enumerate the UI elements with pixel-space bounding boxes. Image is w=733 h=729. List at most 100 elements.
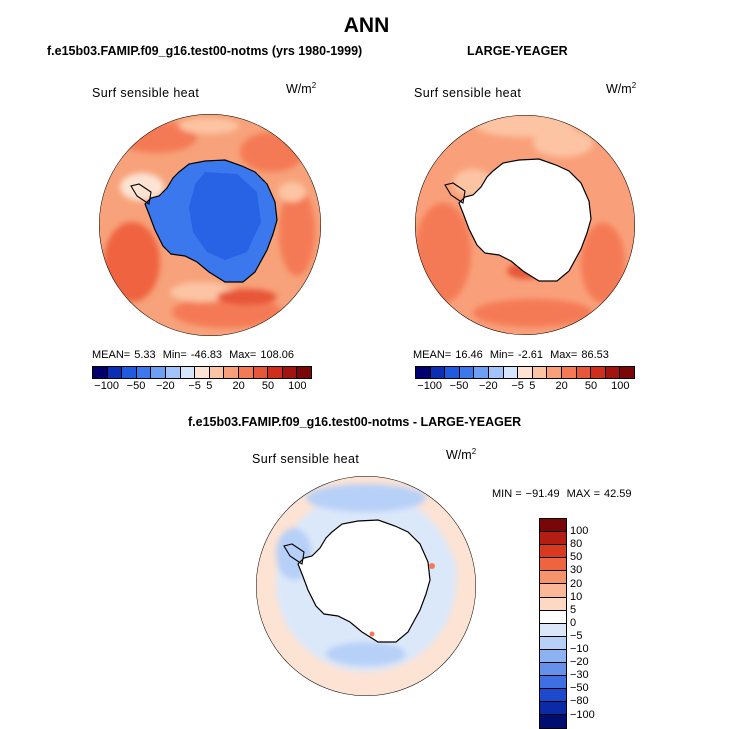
colorbar-swatch: [605, 367, 621, 378]
diff-colorbar-label: 30: [570, 564, 583, 577]
colorbar-swatch: [151, 367, 166, 378]
colorbar-swatch: [224, 367, 239, 378]
colorbar-swatch: [195, 367, 210, 378]
diff-colorbar-swatch: [540, 571, 566, 585]
panel-2-colorbar: −100 −50 −20 −5 5 20 50 100: [415, 366, 635, 393]
diff-colorbar-label: 0: [570, 616, 577, 629]
panel-1-stats: MEAN= 5.33 Min= -46.83 Max= 108.06: [92, 349, 294, 361]
colorbar-tick-label: −100: [94, 380, 120, 392]
colorbar-swatch: [488, 367, 504, 378]
diff-colorbar-swatch: [540, 702, 566, 716]
panel-1-field-label: Surf sensible heat: [92, 86, 200, 100]
diff-min: −91.49: [525, 488, 560, 500]
panel-1-min: -46.83: [190, 349, 223, 361]
diff-colorbar-swatch: [540, 715, 566, 728]
colorbar-swatch: [620, 367, 634, 378]
diff-colorbar-swatch: [540, 689, 566, 703]
diff-colorbar-label: −100: [570, 708, 595, 721]
diff-stats: MIN = −91.49 MAX = 42.59: [492, 488, 632, 500]
diff-colorbar-label: 5: [570, 603, 577, 616]
diff-colorbar-swatch: [540, 649, 566, 664]
diff-peninsula: [283, 543, 305, 565]
colorbar-swatch: [238, 367, 254, 378]
colorbar-swatch: [282, 367, 298, 378]
diff-colorbar-swatch: [540, 584, 566, 598]
panel-2-antarctica: [458, 158, 592, 282]
diff-colorbar-swatch: [540, 610, 566, 624]
colorbar-swatch: [268, 367, 283, 378]
diff-colorbar-swatch: [540, 545, 566, 559]
panel-2-field-label: Surf sensible heat: [414, 86, 522, 100]
colorbar-swatch: [445, 367, 460, 378]
panel-1-max: 108.06: [260, 349, 294, 361]
diff-colorbar-label: 20: [570, 577, 583, 590]
diff-max: 42.59: [604, 488, 632, 500]
colorbar-tick-label: −20: [155, 380, 175, 392]
diff-colorbar-label: −50: [570, 682, 589, 695]
diff-colorbar-label: 50: [570, 551, 583, 564]
colorbar-tick-label: −50: [449, 380, 469, 392]
diff-colorbar-swatch: [540, 597, 566, 611]
main-title: ANN: [343, 14, 390, 37]
panel-1-colorbar: −100 −50 −20 −5 5 20 50 100: [92, 366, 312, 393]
colorbar-swatch: [136, 367, 152, 378]
colorbar-swatch: [253, 367, 269, 378]
colorbar-swatch: [532, 367, 548, 378]
colorbar-swatch: [474, 367, 489, 378]
diff-colorbar-swatch: [540, 676, 566, 690]
colorbar-tick-label: 50: [261, 380, 275, 392]
diff-colorbar-swatch: [540, 636, 566, 650]
panel-2-stats: MEAN= 16.46 Min= -2.61 Max= 86.53: [413, 349, 609, 361]
colorbar-swatch: [165, 367, 181, 378]
colorbar-tick-label: 100: [288, 380, 307, 392]
colorbar-tick-label: −5: [511, 380, 524, 392]
colorbar-swatch: [297, 367, 311, 378]
colorbar-swatch: [591, 367, 606, 378]
panel-2-min: -2.61: [517, 349, 544, 361]
panel-1-mean: 5.33: [134, 349, 156, 361]
diff-colorbar-swatch: [540, 558, 566, 572]
diff-colorbar-label: −30: [570, 669, 589, 682]
panel-1-peninsula: [130, 183, 152, 205]
panel-2-units: W/m2: [606, 81, 637, 97]
diff-colorbar-swatch: [540, 519, 566, 533]
diff-polar-map: [256, 476, 476, 696]
panel-1-case-title: f.e15b03.FAMIP.f09_g16.test00-notms (yrs…: [47, 44, 363, 58]
colorbar-tick-label: −20: [478, 380, 498, 392]
colorbar-tick-label: 50: [584, 380, 598, 392]
diff-colorbar-swatch: [540, 623, 566, 637]
colorbar-swatch: [122, 367, 137, 378]
diff-colorbar-label: −80: [570, 695, 589, 708]
colorbar-tick-label: −5: [188, 380, 201, 392]
diff-colorbar-label: −20: [570, 656, 589, 669]
diff-case-title: f.e15b03.FAMIP.f09_g16.test00-notms - LA…: [188, 415, 522, 429]
colorbar-swatch: [547, 367, 562, 378]
colorbar-swatch: [107, 367, 123, 378]
panel-1-units: W/m2: [286, 81, 317, 97]
colorbar-swatch: [518, 367, 533, 378]
colorbar-swatch: [180, 367, 196, 378]
colorbar-swatch: [561, 367, 577, 378]
diff-colorbar-label: −10: [570, 643, 589, 655]
panel-2-polar-map: [415, 115, 635, 335]
panel-2-mean: 16.46: [455, 349, 483, 361]
diff-antarctica: [297, 519, 431, 643]
colorbar-tick-label: −50: [126, 380, 146, 392]
diff-colorbar-label: 10: [570, 590, 583, 603]
colorbar-swatch: [93, 367, 108, 378]
colorbar-swatch: [503, 367, 519, 378]
diff-units: W/m2: [446, 447, 477, 463]
colorbar-swatch: [459, 367, 475, 378]
panel-2-max: 86.53: [581, 349, 609, 361]
diff-colorbar-swatch: [540, 663, 566, 677]
colorbar-tick-label: 20: [555, 380, 568, 392]
diff-colorbar-label: −5: [570, 629, 583, 642]
diff-colorbar-labels: 100 80 50 30 20 10 5 0 −5 −10 −20 −30 −50 −80 −100: [570, 518, 610, 720]
panel-2-peninsula: [444, 182, 466, 204]
panel-2-case-title: LARGE-YEAGER: [467, 44, 568, 58]
colorbar-tick-label: −100: [417, 380, 443, 392]
diff-colorbar: [539, 518, 567, 729]
diff-colorbar-label: 80: [570, 538, 583, 551]
diff-colorbar-label: 100: [570, 525, 589, 538]
colorbar-swatch: [576, 367, 592, 378]
